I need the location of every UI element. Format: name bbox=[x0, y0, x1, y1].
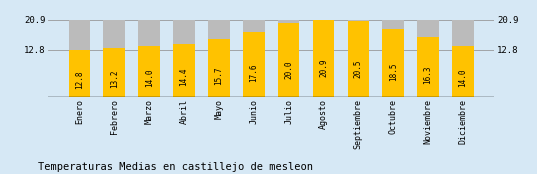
Text: 13.2: 13.2 bbox=[110, 70, 119, 88]
Text: 20.5: 20.5 bbox=[354, 59, 363, 78]
Bar bbox=[347, 21, 369, 97]
Bar bbox=[278, 23, 300, 97]
Bar bbox=[208, 39, 230, 97]
Bar bbox=[104, 20, 125, 97]
Bar bbox=[452, 46, 474, 97]
Text: 14.4: 14.4 bbox=[179, 68, 188, 86]
Text: 14.0: 14.0 bbox=[144, 68, 154, 87]
Bar bbox=[417, 37, 439, 97]
Bar bbox=[243, 32, 265, 97]
Bar bbox=[69, 50, 90, 97]
Bar bbox=[452, 20, 474, 97]
Bar bbox=[382, 29, 404, 97]
Text: 18.5: 18.5 bbox=[389, 62, 398, 81]
Bar bbox=[243, 20, 265, 97]
Bar bbox=[313, 20, 335, 97]
Bar bbox=[382, 20, 404, 97]
Text: 12.8: 12.8 bbox=[75, 70, 84, 89]
Text: 17.6: 17.6 bbox=[249, 63, 258, 82]
Bar bbox=[173, 20, 195, 97]
Text: 15.7: 15.7 bbox=[214, 66, 223, 85]
Bar bbox=[139, 46, 160, 97]
Bar bbox=[69, 20, 90, 97]
Text: 14.0: 14.0 bbox=[459, 68, 468, 87]
Bar bbox=[347, 20, 369, 97]
Bar bbox=[139, 20, 160, 97]
Bar bbox=[208, 20, 230, 97]
Bar bbox=[313, 20, 335, 97]
Text: 20.9: 20.9 bbox=[319, 59, 328, 77]
Bar bbox=[173, 44, 195, 97]
Text: Temperaturas Medias en castillejo de mesleon: Temperaturas Medias en castillejo de mes… bbox=[38, 162, 313, 172]
Text: 16.3: 16.3 bbox=[424, 65, 433, 84]
Bar bbox=[278, 20, 300, 97]
Bar bbox=[104, 49, 125, 97]
Text: 20.0: 20.0 bbox=[284, 60, 293, 78]
Bar bbox=[417, 20, 439, 97]
